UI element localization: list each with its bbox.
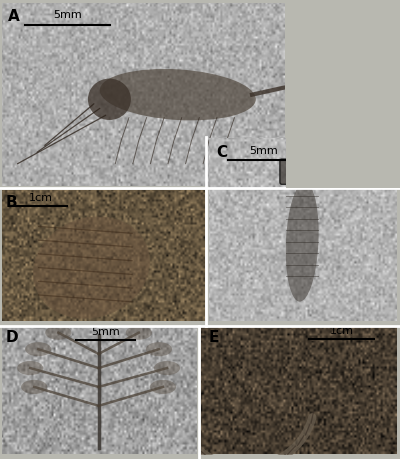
Ellipse shape <box>146 342 172 357</box>
Ellipse shape <box>126 326 152 340</box>
Ellipse shape <box>150 380 176 394</box>
Text: 5mm: 5mm <box>53 10 82 20</box>
Text: 5mm: 5mm <box>249 146 278 156</box>
Text: 1cm: 1cm <box>330 325 354 335</box>
Ellipse shape <box>25 342 51 357</box>
Ellipse shape <box>21 380 47 394</box>
Text: C: C <box>216 145 228 160</box>
Ellipse shape <box>33 217 150 319</box>
Ellipse shape <box>154 361 180 375</box>
Ellipse shape <box>100 70 256 121</box>
Text: 5mm: 5mm <box>91 326 120 336</box>
Text: B: B <box>6 195 18 209</box>
Ellipse shape <box>17 361 43 375</box>
Text: A: A <box>8 9 20 24</box>
Text: 1cm: 1cm <box>29 192 53 202</box>
Ellipse shape <box>286 183 319 302</box>
Ellipse shape <box>45 326 72 340</box>
Text: D: D <box>6 330 18 345</box>
Text: E: E <box>209 330 219 345</box>
FancyBboxPatch shape <box>280 160 324 185</box>
Ellipse shape <box>88 79 131 121</box>
